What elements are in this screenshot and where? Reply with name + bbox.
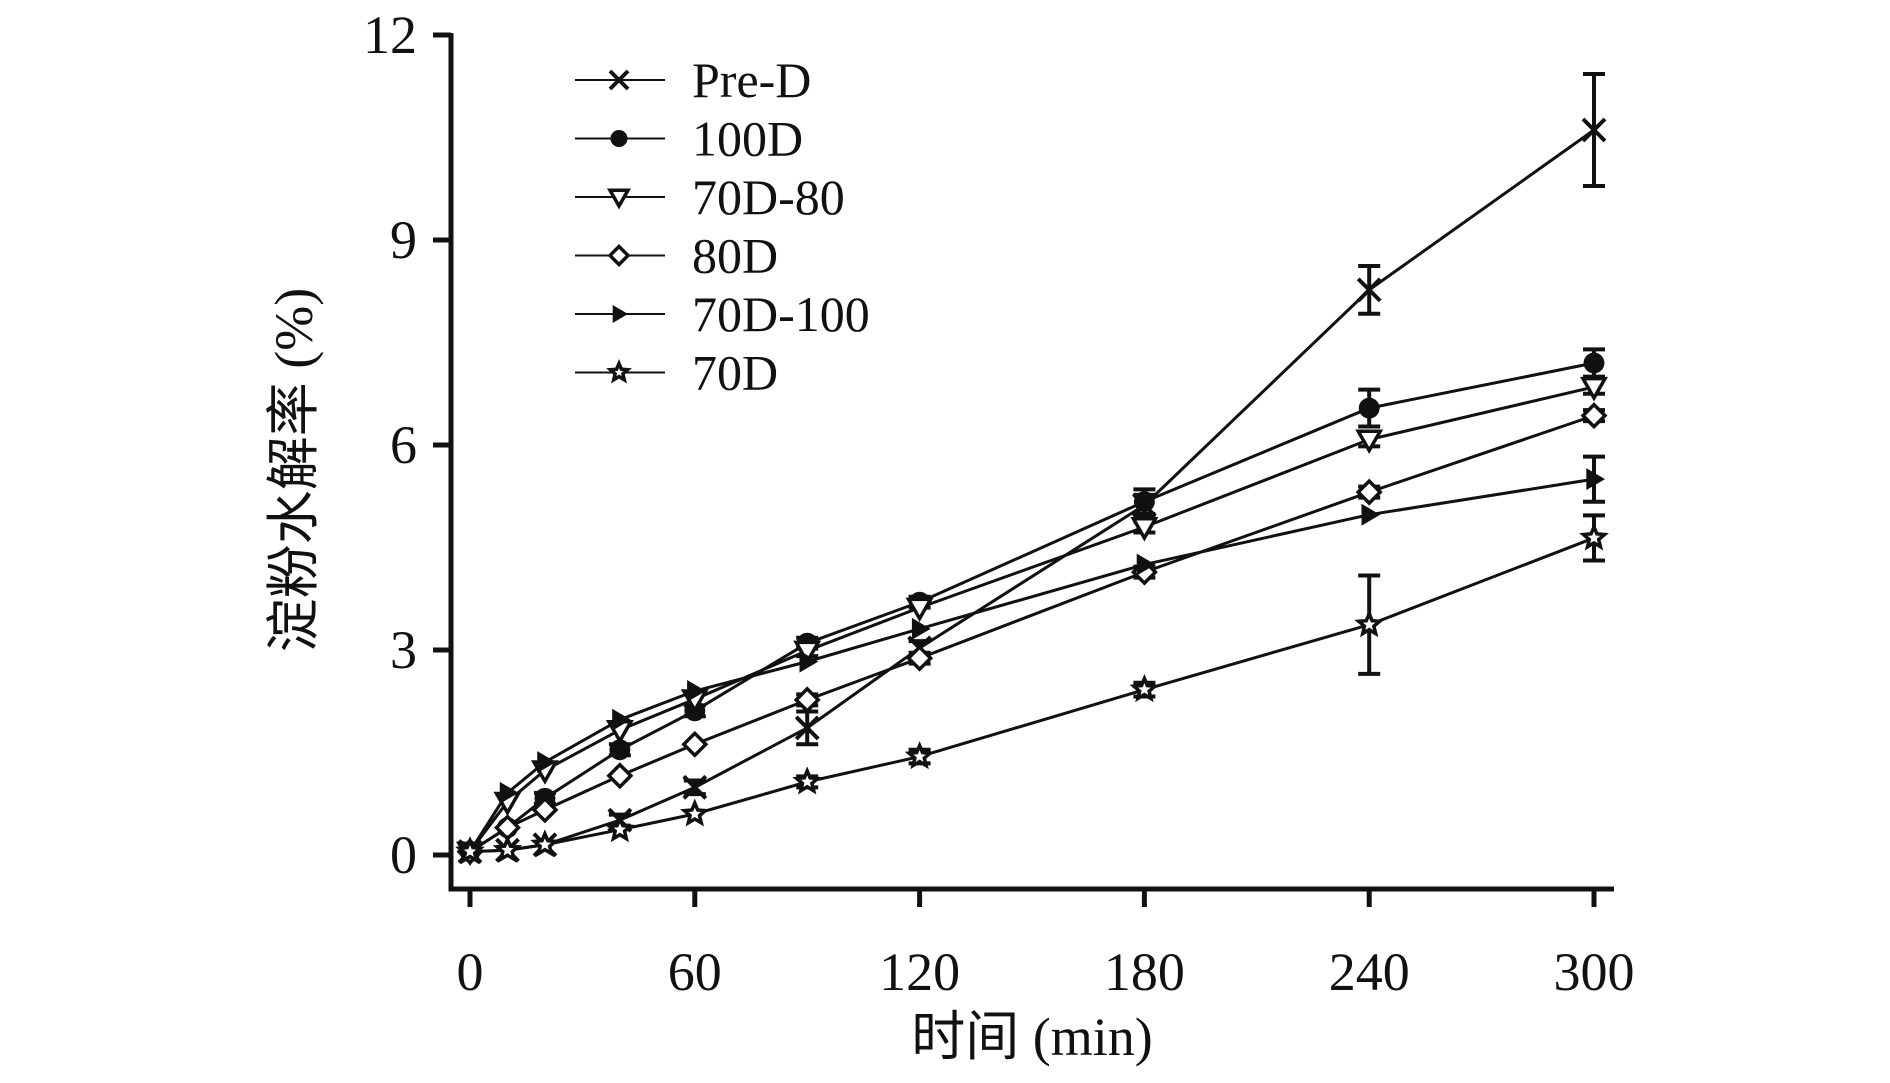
data-point [799,650,819,673]
data-point [1130,517,1159,542]
series-80d [456,402,1608,866]
data-point [537,751,556,774]
data-point [1358,397,1380,419]
data-point [1580,402,1608,430]
data-point [1361,503,1381,526]
series-line [468,477,1595,853]
data-point [612,708,631,731]
legend-item: Pre-D [575,52,811,108]
data-point [1583,352,1605,374]
data-point [499,781,519,804]
data-point [679,798,710,827]
x-tick-label: 0 [457,942,484,1002]
series-70d [455,513,1609,865]
data-point [1579,522,1609,551]
data-point [1354,609,1385,638]
data-point [681,730,709,758]
data-point [1355,478,1383,506]
x-ticks: 0 60 120 180 240 300 [457,889,1635,1002]
series-70d-100 [462,454,1605,863]
series-line [469,414,1595,853]
data-point [492,834,523,863]
x-tick-label: 120 [879,942,960,1002]
series-line [469,128,1595,854]
data-point [1133,491,1155,513]
y-axis-title: 淀粉水解率 (%) [264,288,324,652]
legend-label: 80D [692,228,778,284]
data-point [793,686,821,714]
data-point [792,766,823,795]
legend-label: 70D-100 [692,286,870,342]
series-line [469,536,1595,854]
legend-marker [608,69,630,91]
legend-item: 100D [575,111,803,167]
legend-marker [606,188,632,210]
data-point [1129,674,1160,703]
data-point [911,617,931,640]
data-point [1136,553,1156,576]
data-point [609,739,631,761]
legend-marker [606,358,632,384]
y-tick-label: 12 [363,5,417,65]
legend-label: 70D [692,345,778,401]
y-tick-label: 3 [390,620,417,680]
legend-marker [607,244,631,267]
y-ticks: 0 3 6 9 12 [363,5,451,885]
x-tick-label: 300 [1554,942,1635,1002]
data-point [1579,376,1609,402]
data-point [687,680,706,702]
legend-marker [610,129,628,148]
y-tick-label: 6 [390,415,417,475]
data-point [1356,277,1382,303]
series-line [468,385,1595,853]
data-point [530,829,560,858]
legend-label: Pre-D [692,52,811,108]
data-point [904,741,935,770]
data-point [605,814,635,843]
x-tick-label: 240 [1329,942,1410,1002]
data-point [1355,429,1384,455]
x-axis-title: 时间 (min) [911,1007,1152,1067]
legend-marker [612,305,628,323]
data-point [906,644,934,672]
legend-item: 80D [575,228,778,284]
x-tick-label: 60 [668,942,722,1002]
data-point [794,715,820,741]
data-point [1581,117,1607,143]
series-70d-80 [455,376,1609,867]
axes [448,33,1614,892]
data-point [1586,468,1605,491]
data-point [905,597,934,623]
legend-item: 70D-80 [575,169,845,225]
data-point [682,774,708,800]
legend-label: 70D-80 [692,169,845,225]
legend-item: 70D-100 [575,286,870,342]
data-point [606,762,634,790]
series-100d [459,347,1605,863]
series-layer [455,71,1609,867]
legend-label: 100D [692,111,803,167]
series-line [469,361,1595,853]
y-tick-label: 9 [390,210,417,270]
x-tick-label: 180 [1104,942,1185,1002]
legend-item: 70D [575,345,778,401]
data-point [531,796,559,824]
y-tick-label: 0 [390,825,417,885]
data-point [455,836,485,865]
